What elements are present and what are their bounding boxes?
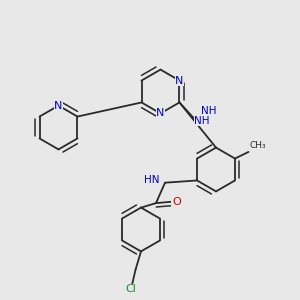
- Text: N: N: [156, 108, 165, 118]
- Text: NH: NH: [194, 116, 210, 125]
- Text: O: O: [172, 196, 181, 207]
- Text: Cl: Cl: [125, 284, 136, 295]
- Text: N: N: [54, 100, 63, 111]
- Text: NH: NH: [201, 106, 217, 116]
- Text: CH₃: CH₃: [250, 141, 267, 150]
- Text: N: N: [175, 76, 184, 85]
- Text: HN: HN: [144, 175, 160, 185]
